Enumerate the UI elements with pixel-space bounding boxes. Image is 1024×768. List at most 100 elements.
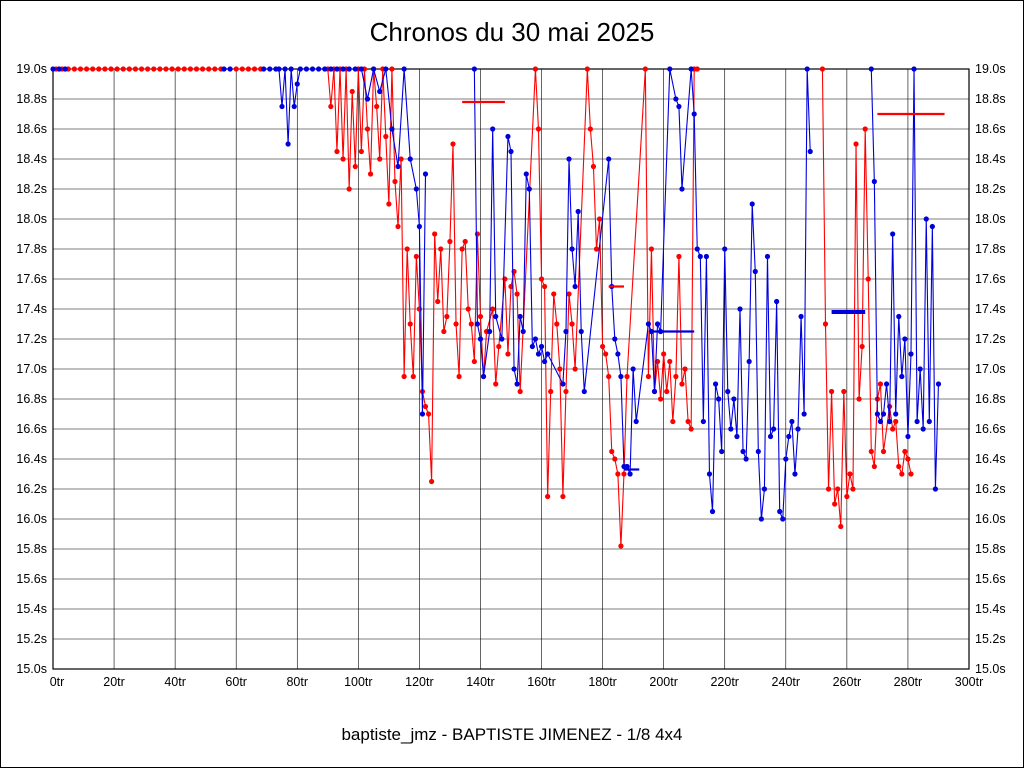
y-tick-label-left: 18.4s	[16, 152, 47, 166]
series-point-run-blue	[743, 456, 749, 462]
series-point-run-blue	[630, 366, 636, 372]
series-point-run-blue	[294, 81, 300, 87]
series-point-run-blue	[480, 373, 487, 380]
series-point-run-red	[462, 238, 468, 245]
series-point-run-red	[865, 276, 871, 282]
series-point-run-red	[145, 66, 151, 72]
series-point-run-blue	[279, 103, 285, 110]
series-point-run-blue	[926, 418, 932, 425]
series-point-run-blue	[880, 411, 887, 417]
series-point-run-red	[181, 66, 187, 72]
series-point-run-red	[245, 66, 252, 72]
series-point-run-red	[618, 543, 624, 549]
series-point-run-red	[902, 448, 908, 455]
chart-title: Chronos du 30 mai 2025	[369, 17, 655, 47]
series-point-run-blue	[917, 366, 923, 372]
x-tick-label: 260tr	[833, 675, 862, 689]
series-point-run-red	[590, 163, 597, 170]
series-point-run-blue	[615, 351, 621, 357]
series-point-run-red	[868, 448, 874, 455]
series-point-run-red	[163, 66, 169, 72]
y-tick-label-right: 16.0s	[975, 512, 1006, 526]
series-point-run-blue	[56, 66, 62, 72]
series-point-run-red	[832, 501, 838, 507]
series-point-run-blue	[807, 148, 813, 155]
y-tick-label-right: 15.8s	[975, 542, 1006, 556]
series-point-run-red	[621, 471, 627, 477]
series-point-run-blue	[719, 448, 725, 455]
series-point-run-blue	[371, 66, 377, 72]
series-point-run-blue	[755, 448, 761, 455]
series-point-run-red	[102, 66, 108, 72]
series-point-run-red	[444, 313, 450, 320]
series-point-run-red	[859, 343, 865, 350]
series-point-run-red	[676, 253, 682, 260]
series-point-run-blue	[227, 66, 233, 72]
series-point-run-red	[694, 66, 700, 72]
series-point-run-red	[905, 456, 911, 462]
series-point-run-blue	[914, 418, 920, 425]
y-tick-label-right: 17.4s	[975, 302, 1006, 316]
series-point-run-blue	[322, 66, 328, 72]
series-point-run-red	[603, 351, 609, 357]
series-point-run-blue	[627, 471, 633, 477]
series-point-run-blue	[673, 96, 679, 102]
series-point-run-red	[615, 471, 621, 477]
series-point-run-blue	[618, 373, 624, 380]
series-point-run-blue	[511, 366, 517, 372]
series-point-run-red	[404, 246, 410, 252]
y-tick-label-left: 18.8s	[16, 92, 47, 106]
y-tick-label-left: 15.6s	[16, 572, 47, 586]
series-point-run-red	[447, 238, 453, 245]
series-point-run-red	[114, 66, 120, 72]
series-point-run-blue	[911, 66, 917, 72]
series-point-run-red	[138, 66, 145, 72]
plot-border	[52, 68, 970, 670]
series-point-run-red	[453, 321, 459, 327]
series-point-run-red	[899, 471, 905, 477]
series-point-run-red	[541, 283, 548, 290]
series-point-run-red	[606, 373, 612, 380]
y-tick-label-right: 18.4s	[975, 152, 1006, 166]
series-point-run-red	[206, 66, 212, 72]
y-tick-label-right: 15.2s	[975, 632, 1006, 646]
series-point-run-blue	[786, 433, 792, 440]
series-point-run-red	[829, 388, 835, 395]
series-point-run-red	[838, 523, 844, 530]
series-point-run-red	[96, 66, 102, 72]
series-point-run-red	[822, 321, 829, 327]
series-point-run-red	[593, 246, 600, 252]
series-point-run-red	[349, 88, 355, 95]
series-point-run-blue	[407, 156, 413, 162]
series-point-run-red	[557, 366, 563, 372]
series-point-run-red	[890, 426, 896, 432]
series-point-run-red	[126, 66, 132, 72]
series-point-run-blue	[868, 66, 874, 72]
series-point-run-red	[688, 426, 694, 432]
series-point-run-red	[584, 66, 590, 72]
series-point-run-blue	[676, 103, 682, 110]
series-point-run-blue	[523, 171, 529, 177]
x-tick-label: 40tr	[164, 675, 186, 689]
series-point-run-blue	[887, 418, 893, 425]
series-point-run-blue	[520, 328, 526, 335]
series-point-run-blue	[935, 381, 942, 387]
x-tick-label: 60tr	[225, 675, 247, 689]
series-point-run-blue	[920, 426, 926, 432]
series-point-run-blue	[529, 343, 535, 350]
series-point-run-red	[459, 246, 465, 252]
series-point-run-blue	[416, 223, 422, 230]
x-tick-label: 160tr	[527, 675, 556, 689]
series-point-run-blue	[697, 253, 703, 260]
series-point-run-red	[83, 66, 90, 72]
series-point-run-blue	[508, 148, 514, 155]
series-point-run-blue	[267, 66, 273, 72]
series-point-run-blue	[422, 171, 429, 177]
series-point-run-red	[505, 351, 511, 357]
series-point-run-blue	[902, 336, 908, 342]
series-point-run-blue	[774, 298, 780, 305]
series-line-run-red	[327, 68, 698, 547]
series-point-run-red	[642, 66, 648, 72]
series-point-run-red	[71, 66, 77, 72]
x-tick-label: 140tr	[466, 675, 495, 689]
